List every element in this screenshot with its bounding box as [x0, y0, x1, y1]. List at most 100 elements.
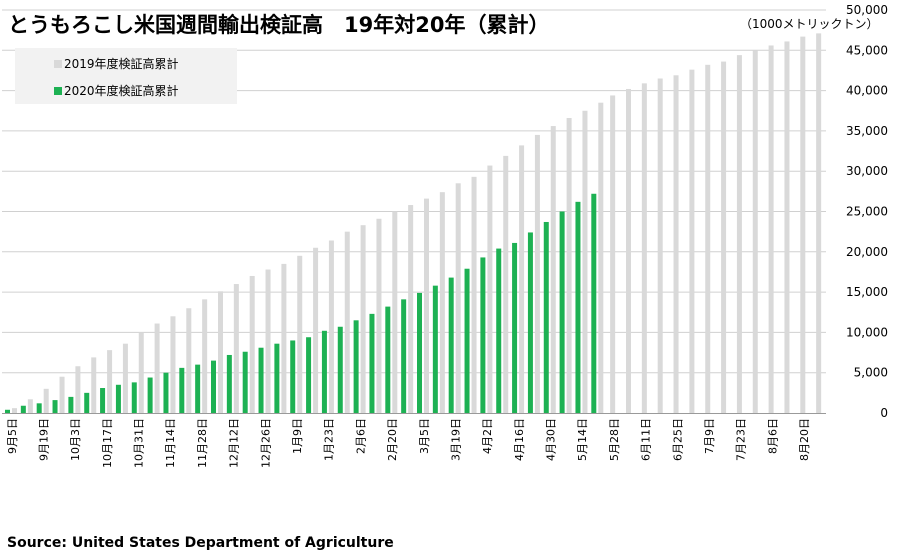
bar-2020-12月5日	[211, 360, 216, 413]
bar-2019-7月9日	[705, 64, 711, 414]
x-tick-label: 12月12日	[228, 418, 241, 468]
legend: 2019年度検証高累計 2020年度検証高累計	[15, 48, 237, 104]
bar-2019-3月12日	[439, 192, 445, 413]
bar-2019-10月31日	[138, 332, 144, 413]
bar-2019-7月16日	[721, 61, 727, 414]
y-tick-label: 0	[880, 406, 888, 420]
x-tick-label: 5月14日	[576, 418, 589, 461]
bar-2019-4月9日	[503, 155, 509, 414]
bar-2019-6月18日	[657, 78, 663, 413]
chart-title: とうもろこし米国週間輸出検証高 19年対20年（累計）	[8, 13, 549, 37]
bar-2020-10月3日	[68, 396, 74, 413]
bar-2019-12月5日	[218, 291, 223, 413]
bar-2019-11月21日	[186, 308, 192, 413]
y-tick-label: 5,000	[854, 366, 888, 380]
bar-2020-10月17日	[100, 388, 106, 413]
x-tick-label: 3月5日	[418, 418, 431, 454]
bar-2019-2月20日	[392, 211, 398, 413]
x-tick-label: 4月16日	[513, 418, 526, 461]
bar-2019-7月23日	[736, 55, 742, 414]
unit-label: （1000メトリックトン）	[740, 17, 879, 31]
y-tick-label: 40,000	[846, 84, 888, 98]
bar-2019-1月30日	[344, 231, 350, 413]
bar-2019-12月26日	[265, 269, 271, 413]
legend-background	[15, 48, 237, 104]
x-tick-label: 10月3日	[69, 418, 82, 461]
bar-2019-9月5日	[12, 408, 17, 413]
series-2020-bars	[5, 193, 597, 413]
bar-2020-4月30日	[543, 221, 549, 413]
bar-2019-9月26日	[59, 376, 65, 413]
bar-2020-1月30日	[337, 326, 343, 413]
bar-2020-2月27日	[401, 299, 407, 413]
bar-2020-2月6日	[353, 320, 359, 413]
x-tick-label: 7月9日	[703, 418, 716, 454]
x-tick-label: 2月6日	[354, 418, 367, 454]
bar-2020-12月12日	[226, 354, 232, 413]
y-tick-label: 45,000	[846, 43, 888, 57]
bar-2019-8月20日	[800, 36, 806, 414]
bar-2020-10月24日	[115, 384, 121, 413]
bar-2019-9月19日	[43, 388, 49, 413]
bar-2019-4月30日	[550, 126, 556, 414]
bar-2020-10月10日	[84, 392, 90, 413]
bar-2019-10月10日	[91, 357, 97, 413]
x-tick-label: 1月9日	[291, 418, 304, 454]
x-tick-label: 4月30日	[545, 418, 558, 461]
bar-2019-1月2日	[281, 263, 287, 413]
bar-2020-11月14日	[163, 372, 169, 413]
x-tick-label: 9月19日	[37, 418, 50, 461]
bar-2020-10月31日	[131, 382, 137, 413]
bar-2019-4月2日	[487, 165, 493, 413]
y-tick-label: 30,000	[846, 164, 888, 178]
x-tick-label: 10月31日	[133, 418, 146, 468]
y-tick-label: 50,000	[846, 3, 888, 17]
bar-2020-9月5日	[5, 409, 10, 413]
source-note: Source: United States Department of Agri…	[7, 535, 394, 551]
bar-2020-12月26日	[258, 347, 264, 413]
bar-2019-1月9日	[297, 255, 303, 413]
legend-swatch-2020	[54, 87, 62, 95]
y-tick-label: 10,000	[846, 325, 888, 339]
y-tick-label: 25,000	[846, 205, 888, 219]
bar-2020-5月14日	[575, 201, 581, 413]
x-axis-tick-labels: 9月5日 9月19日 10月3日 10月17日 10月31日 11月14日 11月28日 12…	[6, 418, 811, 468]
bar-2019-1月16日	[313, 247, 319, 413]
bar-2019-10月24日	[122, 343, 128, 413]
x-tick-label: 4月2日	[481, 418, 494, 454]
x-tick-label: 9月5日	[6, 418, 19, 454]
bar-2020-11月21日	[179, 367, 185, 413]
bar-2020-11月28日	[195, 364, 201, 413]
bar-2020-9月26日	[52, 400, 58, 413]
y-tick-label: 15,000	[846, 285, 888, 299]
x-tick-label: 1月23日	[323, 418, 336, 461]
bar-2020-4月2日	[480, 257, 486, 413]
bar-2020-1月2日	[274, 343, 280, 413]
bar-2020-9月19日	[36, 403, 42, 413]
x-tick-label: 12月26日	[259, 418, 272, 468]
bar-2019-10月3日	[75, 366, 81, 413]
series-2019-bars	[12, 33, 822, 414]
x-tick-label: 10月17日	[101, 418, 114, 468]
bar-2019-5月7日	[566, 118, 572, 413]
bar-2020-3月12日	[432, 285, 438, 413]
bar-2019-12月12日	[233, 284, 239, 413]
bar-2019-12月19日	[249, 275, 255, 413]
bar-2019-1月23日	[328, 240, 334, 413]
bar-2020-11月7日	[147, 377, 153, 413]
bar-2019-11月7日	[154, 323, 160, 413]
bar-2019-7月2日	[689, 69, 695, 414]
bar-2019-2月13日	[376, 218, 382, 413]
y-tick-label: 35,000	[846, 124, 888, 138]
bar-2020-12月19日	[242, 351, 248, 413]
bar-2020-1月16日	[306, 337, 312, 413]
x-tick-label: 5月28日	[608, 418, 621, 461]
bar-2020-3月19日	[448, 277, 454, 413]
bar-2020-1月9日	[290, 340, 296, 413]
bar-2019-2月6日	[360, 225, 366, 413]
legend-swatch-2019	[54, 60, 62, 68]
bar-2019-5月28日	[610, 95, 616, 413]
x-tick-label: 6月25日	[671, 418, 684, 461]
bar-2020-5月7日	[559, 211, 565, 413]
